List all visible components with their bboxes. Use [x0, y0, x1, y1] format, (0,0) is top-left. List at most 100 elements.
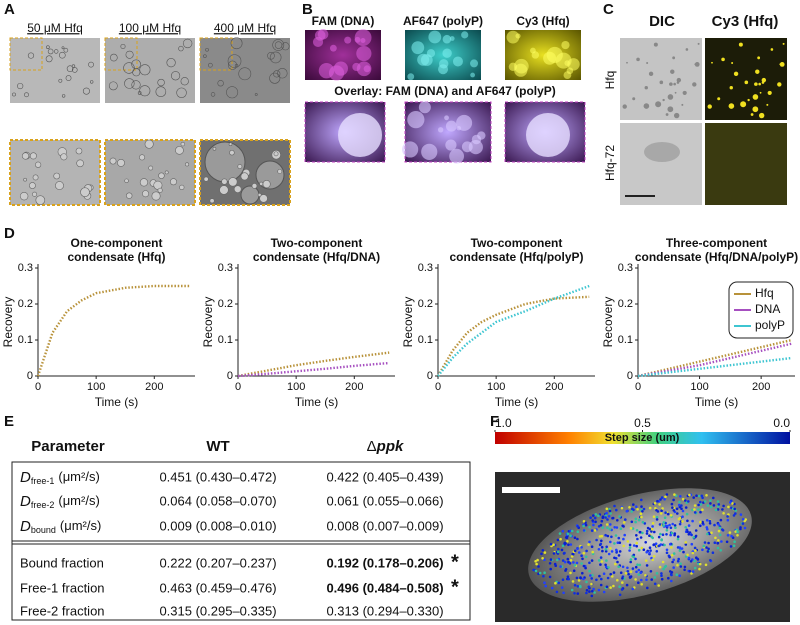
- track-point: [658, 503, 661, 506]
- chart-title: condensate (Hfq/DNA/polyP): [635, 250, 798, 264]
- track-point: [698, 567, 701, 571]
- track-point: [686, 519, 689, 523]
- track-point: [567, 577, 570, 581]
- track-point: [570, 529, 574, 533]
- droplet: [461, 31, 469, 39]
- x-axis-label: Time (s): [295, 395, 339, 409]
- track-point: [607, 566, 610, 569]
- track-point: [703, 541, 707, 544]
- track-point: [657, 535, 661, 539]
- track-point: [719, 549, 722, 552]
- track-point: [622, 544, 625, 548]
- track-point: [604, 514, 608, 517]
- droplet: [157, 187, 163, 193]
- droplet: [155, 86, 167, 98]
- track-point: [566, 540, 569, 543]
- track-point: [592, 587, 595, 591]
- track-point: [691, 519, 694, 523]
- legend-label: DNA: [755, 302, 780, 316]
- track-point: [671, 506, 674, 510]
- table-cell: 0.192 (0.178–0.206): [326, 555, 443, 570]
- panel-label: A: [4, 1, 15, 18]
- track-point: [645, 550, 648, 554]
- droplet: [665, 113, 669, 116]
- track-point: [591, 573, 594, 577]
- track-point: [606, 576, 610, 580]
- track-point: [679, 565, 683, 568]
- track-point: [694, 529, 698, 532]
- track-point: [628, 543, 632, 547]
- track-point: [609, 572, 612, 576]
- track-point: [605, 559, 608, 562]
- droplet: [203, 54, 207, 58]
- droplet: [166, 58, 176, 68]
- droplet: [411, 41, 425, 55]
- track-point: [612, 584, 615, 588]
- track-point: [648, 527, 652, 531]
- condition-label: 50 μM Hfq: [27, 21, 83, 35]
- track-point: [741, 522, 745, 525]
- track-point: [644, 559, 648, 562]
- track-point: [684, 506, 688, 509]
- subscript: free-1: [31, 476, 55, 486]
- track-point: [636, 508, 639, 511]
- droplet: [452, 56, 463, 67]
- track-point: [590, 559, 594, 562]
- track-point: [648, 546, 652, 549]
- track-point: [600, 534, 604, 538]
- track-point: [567, 543, 570, 547]
- track-point: [695, 494, 698, 498]
- track-point: [624, 518, 627, 521]
- track-point: [736, 530, 739, 534]
- track-point: [693, 511, 697, 514]
- droplet: [770, 48, 774, 51]
- droplet: [461, 141, 473, 153]
- track-point: [679, 562, 682, 565]
- y-axis-label: Recovery: [401, 297, 415, 348]
- x-tick-label: 200: [545, 381, 563, 393]
- y-tick-label: 0.3: [218, 262, 233, 274]
- track-point: [728, 531, 732, 534]
- track-point: [701, 496, 704, 500]
- track-point: [663, 497, 666, 501]
- track-point: [580, 562, 583, 565]
- track-point: [641, 520, 645, 524]
- table-cell: 0.313 (0.294–0.330): [326, 603, 443, 618]
- track-point: [666, 512, 670, 516]
- droplet: [733, 71, 739, 77]
- legend-label: Hfq: [755, 286, 774, 300]
- track-point: [684, 526, 687, 529]
- track-point: [580, 554, 583, 557]
- track-point: [667, 576, 670, 580]
- droplet: [208, 62, 213, 68]
- track-point: [682, 550, 685, 554]
- droplet: [59, 51, 66, 59]
- droplet: [515, 33, 521, 39]
- chart-title: One-component: [71, 236, 163, 250]
- track-point: [605, 523, 609, 526]
- droplet: [273, 70, 281, 78]
- droplet: [662, 98, 665, 102]
- droplet: [277, 68, 288, 79]
- droplet: [255, 160, 285, 190]
- track-point: [642, 507, 646, 511]
- track-point: [564, 542, 567, 545]
- track-point: [684, 541, 688, 544]
- droplet: [164, 170, 169, 175]
- track-point: [635, 505, 638, 509]
- track-point: [651, 525, 654, 528]
- track-point: [668, 523, 671, 527]
- droplet: [659, 80, 664, 85]
- track-point: [654, 507, 657, 510]
- track-point: [549, 558, 553, 561]
- track-point: [683, 568, 686, 572]
- track-point: [597, 514, 600, 517]
- track-point: [639, 571, 642, 574]
- track-point: [717, 529, 721, 533]
- table-cell: 0.315 (0.295–0.335): [159, 603, 276, 618]
- droplet: [29, 182, 36, 189]
- track-point: [722, 512, 725, 515]
- track-point: [658, 523, 662, 526]
- droplet: [21, 152, 30, 160]
